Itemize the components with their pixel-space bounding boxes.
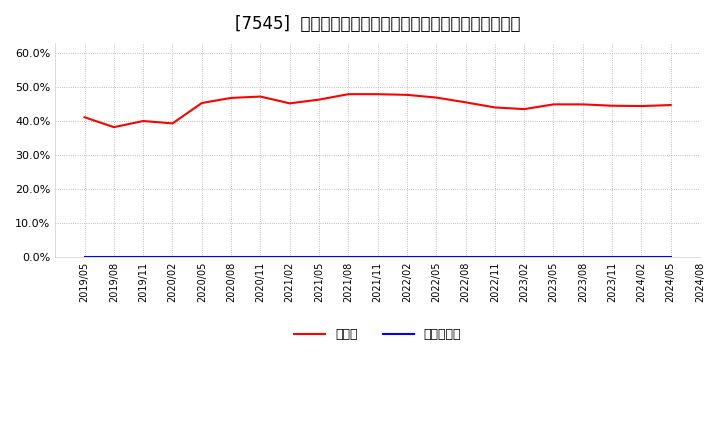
現預金 — [549, 102, 558, 107]
現預金 — [285, 101, 294, 106]
有利子負債 — [578, 254, 587, 260]
現預金 — [227, 95, 235, 101]
有利子負債 — [490, 254, 499, 260]
現預金 — [256, 94, 265, 99]
現預金 — [344, 92, 353, 97]
有利子負債 — [285, 254, 294, 260]
有利子負債 — [549, 254, 558, 260]
有利子負債 — [462, 254, 470, 260]
有利子負債 — [373, 254, 382, 260]
現預金 — [139, 118, 148, 124]
現預金 — [80, 115, 89, 120]
現預金 — [490, 105, 499, 110]
Title: [7545]  現預金、有利子負債の総資産に対する比率の推移: [7545] 現預金、有利子負債の総資産に対する比率の推移 — [235, 15, 521, 33]
現預金 — [402, 92, 411, 98]
有利子負債 — [139, 254, 148, 260]
現預金 — [637, 103, 646, 109]
有利子負債 — [608, 254, 616, 260]
有利子負債 — [637, 254, 646, 260]
現預金 — [168, 121, 177, 126]
現預金 — [667, 103, 675, 108]
現預金 — [432, 95, 441, 100]
有利子負債 — [197, 254, 206, 260]
現預金 — [462, 100, 470, 105]
有利子負債 — [227, 254, 235, 260]
有利子負債 — [667, 254, 675, 260]
有利子負債 — [520, 254, 528, 260]
有利子負債 — [315, 254, 323, 260]
Line: 現預金: 現預金 — [84, 94, 671, 127]
現預金 — [520, 106, 528, 112]
有利子負債 — [109, 254, 118, 260]
現預金 — [578, 102, 587, 107]
現預金 — [197, 100, 206, 106]
有利子負債 — [344, 254, 353, 260]
有利子負債 — [432, 254, 441, 260]
有利子負債 — [168, 254, 177, 260]
現預金 — [109, 125, 118, 130]
有利子負債 — [80, 254, 89, 260]
現預金 — [315, 97, 323, 102]
有利子負債 — [402, 254, 411, 260]
有利子負債 — [256, 254, 265, 260]
現預金 — [373, 92, 382, 97]
Legend: 現預金, 有利子負債: 現預金, 有利子負債 — [289, 323, 467, 346]
現預金 — [608, 103, 616, 108]
